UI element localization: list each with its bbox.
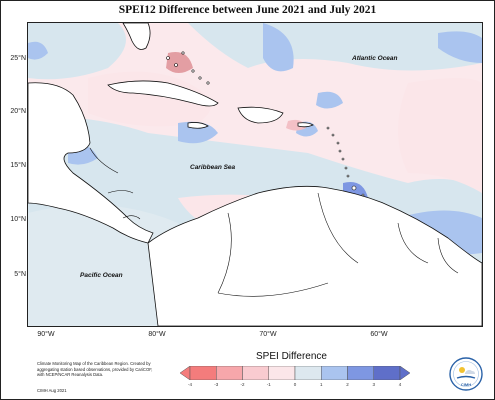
spei-map-canvas	[28, 23, 482, 326]
lon-tick-60w: 60°W	[370, 331, 388, 338]
legend-tick-label: 0	[293, 382, 297, 387]
map-title: SPEI12 Difference between June 2021 and …	[118, 4, 377, 16]
legend-tick-label: 3	[372, 382, 375, 387]
legend-title: SPEI Difference	[256, 351, 327, 362]
jamaica	[187, 122, 209, 129]
small-islands	[166, 51, 365, 197]
field-blue-ne	[438, 31, 482, 63]
field-pink-east	[398, 78, 482, 193]
south-america	[147, 185, 482, 326]
legend-swatch	[242, 366, 269, 380]
legend-extend-min	[180, 366, 191, 380]
field-darkpink-cuba	[166, 52, 193, 73]
lat-tick-5n: 5°N	[14, 271, 26, 278]
footnote-text: Climate Monitoring Map of the Caribbean …	[37, 361, 153, 378]
footnote-date: CIMH Aug 2021	[37, 388, 67, 393]
legend-colorbar	[180, 366, 410, 380]
legend-tick-label: 2	[346, 382, 349, 387]
lat-tick-10n: 10°N	[10, 216, 26, 223]
legend-swatch	[373, 366, 401, 380]
legend-tick-label: -2	[240, 382, 245, 387]
lon-tick-90w: 90°W	[37, 331, 55, 338]
map-panel	[27, 22, 483, 327]
field-lightblue-nw	[28, 23, 126, 80]
landmasses	[28, 23, 482, 326]
logo-text: CIMH	[461, 382, 471, 387]
puerto-rico	[297, 122, 314, 128]
legend-tick-label: -3	[214, 382, 219, 387]
field-blue-atlantic	[316, 91, 343, 109]
hispaniola	[237, 106, 284, 124]
label-pacific-ocean: Pacific Ocean	[80, 272, 123, 279]
mexico-central-america	[28, 82, 154, 244]
cuba	[107, 80, 219, 107]
lon-tick-70w: 70°W	[259, 331, 277, 338]
lat-tick-15n: 15°N	[10, 162, 26, 169]
lat-tick-20n: 20°N	[10, 108, 26, 115]
legend-tick-label: -4	[187, 382, 192, 387]
legend-swatch	[268, 366, 296, 380]
legend-extend-max	[399, 366, 410, 380]
field-blue-gulf	[28, 41, 48, 60]
legend-swatch	[189, 366, 217, 380]
legend-tick-label: -1	[266, 382, 271, 387]
legend-swatch	[321, 366, 348, 380]
legend-tick-label: 4	[398, 382, 402, 387]
field-blue-bahamas	[263, 23, 294, 72]
legend-swatch	[294, 366, 322, 380]
legend-swatch	[347, 366, 374, 380]
cimh-logo: CIMH	[449, 357, 483, 391]
field-lightblue-north	[188, 23, 482, 71]
legend-tick-label: 1	[319, 382, 323, 387]
lat-tick-25n: 25°N	[10, 55, 26, 62]
legend-swatch	[216, 366, 243, 380]
florida	[122, 23, 151, 50]
country-borders	[89, 147, 459, 297]
label-caribbean-sea: Caribbean Sea	[190, 164, 236, 171]
label-atlantic-ocean: Atlantic Ocean	[352, 55, 398, 62]
lon-tick-80w: 80°W	[148, 331, 166, 338]
